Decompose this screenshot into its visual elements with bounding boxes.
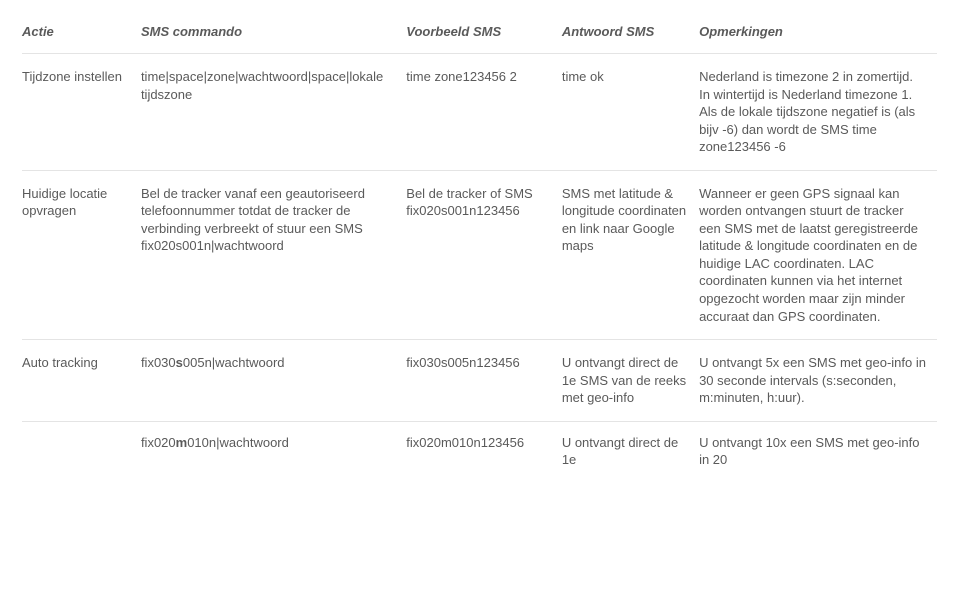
cell-opmerkingen: Wanneer er geen GPS signaal kan worden o…: [699, 170, 937, 339]
cmd-mid: 005n|wachtwoord: [183, 355, 285, 370]
cell-opmerkingen: U ontvangt 5x een SMS met geo-info in 30…: [699, 340, 937, 422]
table-row: Tijdzone instellen time|space|zone|wacht…: [22, 54, 937, 171]
cell-voorbeeld: fix030s005n123456: [406, 340, 562, 422]
cmd-pre: fix020: [141, 435, 176, 450]
header-opmerkingen: Opmerkingen: [699, 18, 937, 54]
header-commando: SMS commando: [141, 18, 406, 54]
cmd-pre: fix030: [141, 355, 176, 370]
cell-voorbeeld: fix020m010n123456: [406, 421, 562, 473]
cell-commando: fix020m010n|wachtwoord: [141, 421, 406, 473]
cell-commando: time|space|zone|wachtwoord|space|lokale …: [141, 54, 406, 171]
cmd-bold: m: [176, 435, 188, 450]
cell-antwoord: time ok: [562, 54, 699, 171]
cell-antwoord: SMS met latitude & longitude coordinaten…: [562, 170, 699, 339]
cell-antwoord: U ontvangt direct de 1e: [562, 421, 699, 473]
cell-voorbeeld: Bel de tracker of SMS fix020s001n123456: [406, 170, 562, 339]
header-antwoord: Antwoord SMS: [562, 18, 699, 54]
cell-actie: [22, 421, 141, 473]
cell-actie: Tijdzone instellen: [22, 54, 141, 171]
cell-commando: fix030s005n|wachtwoord: [141, 340, 406, 422]
cell-actie: Auto tracking: [22, 340, 141, 422]
cell-voorbeeld: time zone123456 2: [406, 54, 562, 171]
header-voorbeeld: Voorbeeld SMS: [406, 18, 562, 54]
cell-antwoord: U ontvangt direct de 1e SMS van de reeks…: [562, 340, 699, 422]
table-row: Auto tracking fix030s005n|wachtwoord fix…: [22, 340, 937, 422]
cmd-mid: 010n|wachtwoord: [187, 435, 289, 450]
table-row: fix020m010n|wachtwoord fix020m010n123456…: [22, 421, 937, 473]
table-row: Huidige locatie opvragen Bel de tracker …: [22, 170, 937, 339]
sms-command-table: Actie SMS commando Voorbeeld SMS Antwoor…: [22, 18, 937, 473]
cell-opmerkingen: Nederland is timezone 2 in zomertijd. In…: [699, 54, 937, 171]
cell-opmerkingen: U ontvangt 10x een SMS met geo-info in 2…: [699, 421, 937, 473]
cmd-bold: s: [176, 355, 183, 370]
cell-actie: Huidige locatie opvragen: [22, 170, 141, 339]
cell-commando: Bel de tracker vanaf een geautoriseerd t…: [141, 170, 406, 339]
table-header-row: Actie SMS commando Voorbeeld SMS Antwoor…: [22, 18, 937, 54]
header-actie: Actie: [22, 18, 141, 54]
